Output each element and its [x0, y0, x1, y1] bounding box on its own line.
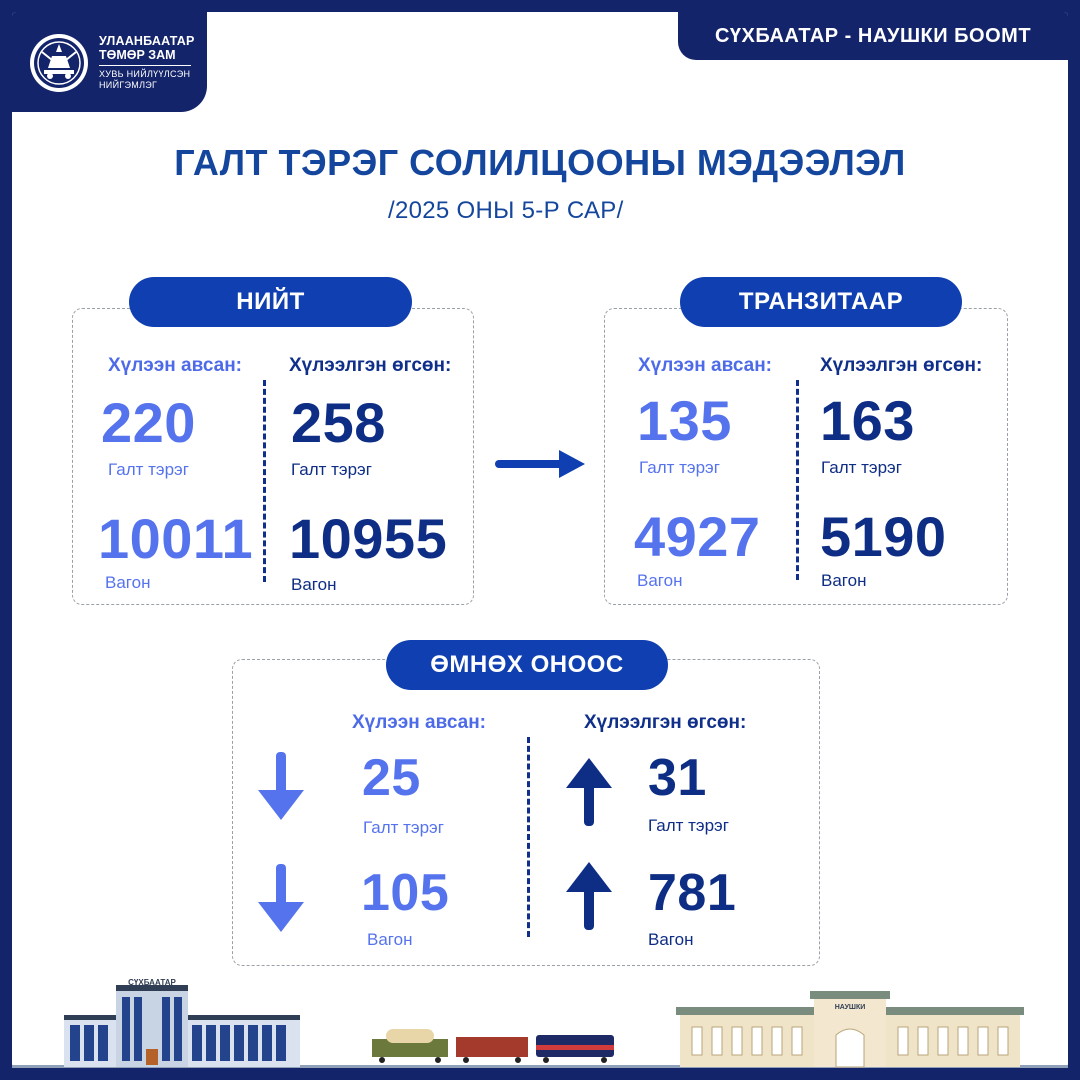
total-pill: НИЙТ [129, 277, 412, 327]
transit-pill: ТРАНЗИТААР [680, 277, 962, 327]
previous-received-wagons: 105 [361, 864, 450, 922]
total-sent-wagons: 10955 [289, 507, 448, 570]
transit-panel [604, 308, 1008, 605]
page-title: ГАЛТ ТЭРЭГ СОЛИЛЦООНЫ МЭДЭЭЛЭЛ [174, 142, 906, 183]
left-building-sign: СҮХБААТАР [128, 978, 176, 987]
total-sent-trains: 258 [291, 391, 386, 454]
total-received-trains-unit: Галт тэрэг [108, 460, 189, 479]
arrow-up-icon [566, 862, 612, 930]
transit-divider [796, 380, 799, 580]
naushki-station-building [676, 991, 1024, 1068]
logo-name-line1: УЛААНБААТАР [99, 34, 195, 48]
transit-sent-header: Хүлээлгэн өгсөн: [820, 355, 983, 376]
total-sent-header: Хүлээлгэн өгсөн: [289, 355, 452, 376]
total-sent-trains-unit: Галт тэрэг [291, 460, 372, 479]
logo-name-line2: ТӨМӨР ЗАМ [99, 48, 191, 66]
railway-emblem-icon [30, 34, 88, 92]
previous-received-wagons-unit: Вагон [367, 930, 413, 949]
right-building-sign: НАУШКИ [835, 1004, 866, 1011]
transit-received-wagons: 4927 [634, 505, 761, 568]
arrow-down-icon [258, 864, 304, 932]
logo-name-line3: ХУВЬ НИЙЛҮҮЛСЭН [99, 69, 191, 79]
total-received-trains: 220 [101, 391, 196, 454]
arrow-down-icon [258, 752, 304, 820]
previous-sent-trains-unit: Галт тэрэг [648, 816, 729, 835]
previous-received-trains: 25 [362, 749, 421, 807]
page-subtitle: /2025 ОНЫ 5-Р САР/ [388, 197, 624, 224]
sukhbaatar-station-building [64, 985, 300, 1067]
transit-sent-wagons: 5190 [820, 505, 947, 568]
previous-year-pill: ӨМНӨХ ОНООС [386, 640, 668, 690]
infographic-card: УЛААНБААТАР ТӨМӨР ЗАМ ХУВЬ НИЙЛҮҮЛСЭН НИ… [12, 12, 1068, 1068]
arrow-up-icon [566, 758, 612, 826]
previous-sent-wagons-unit: Вагон [648, 930, 694, 949]
transit-received-trains: 135 [637, 389, 732, 452]
total-received-header: Хүлээн авсан: [108, 355, 242, 376]
total-sent-wagons-unit: Вагон [291, 575, 337, 594]
transit-sent-trains-unit: Галт тэрэг [821, 458, 902, 477]
border-crossing-tab: СҮХБААТАР - НАУШКИ БООМТ [678, 12, 1068, 60]
previous-year-panel [232, 659, 820, 966]
previous-received-trains-unit: Галт тэрэг [363, 818, 444, 837]
previous-sent-wagons: 781 [648, 864, 737, 922]
logo-block: УЛААНБААТАР ТӨМӨР ЗАМ ХУВЬ НИЙЛҮҮЛСЭН НИ… [12, 12, 207, 112]
previous-sent-trains: 31 [648, 749, 707, 807]
transit-received-wagons-unit: Вагон [637, 571, 683, 590]
transit-received-header: Хүлээн авсан: [638, 355, 772, 376]
total-received-wagons-unit: Вагон [105, 573, 151, 592]
arrow-right-icon [495, 450, 585, 478]
transit-received-trains-unit: Галт тэрэг [639, 458, 720, 477]
previous-received-header: Хүлээн авсан: [352, 712, 486, 733]
previous-sent-header: Хүлээлгэн өгсөн: [584, 712, 747, 733]
transit-sent-trains: 163 [820, 389, 915, 452]
logo-name-line4: НИЙГЭМЛЭГ [99, 80, 158, 90]
total-panel [72, 308, 474, 605]
total-divider [263, 380, 266, 582]
station-scene: СҮХБААТАР НАУШКИ [12, 978, 1068, 1068]
transit-sent-wagons-unit: Вагон [821, 571, 867, 590]
previous-divider [527, 737, 530, 937]
total-received-wagons: 10011 [98, 507, 254, 570]
train-illustration [372, 1029, 614, 1063]
